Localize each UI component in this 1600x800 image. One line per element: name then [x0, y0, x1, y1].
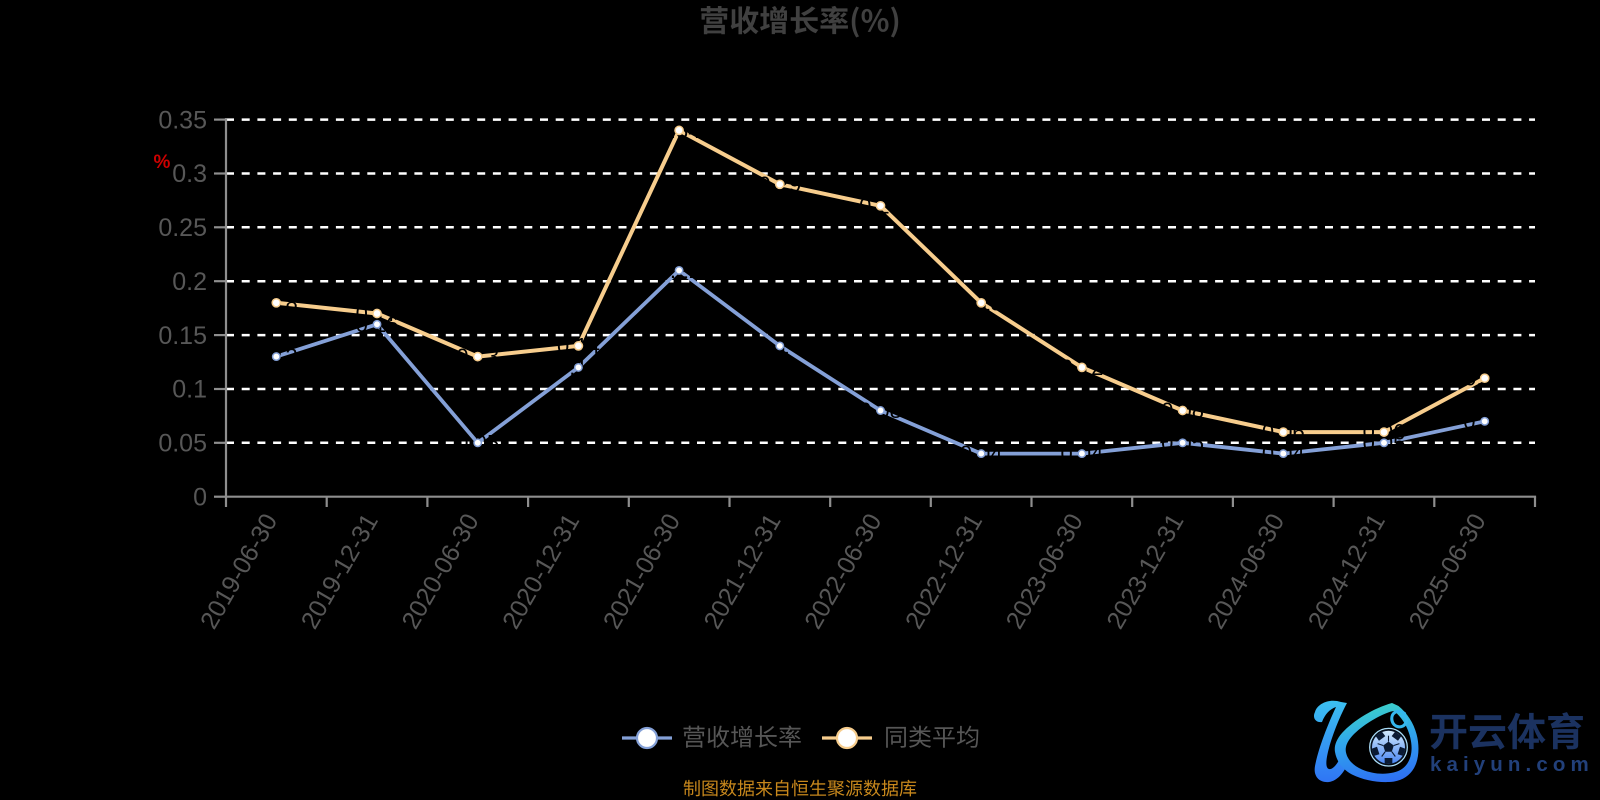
svg-text:kaiyun.com: kaiyun.com — [1430, 753, 1594, 776]
svg-text:0.35: 0.35 — [158, 106, 207, 134]
svg-text:0.05: 0.05 — [158, 430, 207, 458]
svg-text:%: % — [154, 152, 171, 173]
svg-text:0.15: 0.15 — [158, 322, 207, 350]
svg-text:0: 0 — [193, 483, 207, 511]
svg-text:0.25: 0.25 — [158, 214, 207, 242]
svg-text:0.3: 0.3 — [172, 160, 207, 188]
svg-text:0.2: 0.2 — [172, 268, 207, 296]
svg-text:0.1: 0.1 — [172, 376, 207, 404]
